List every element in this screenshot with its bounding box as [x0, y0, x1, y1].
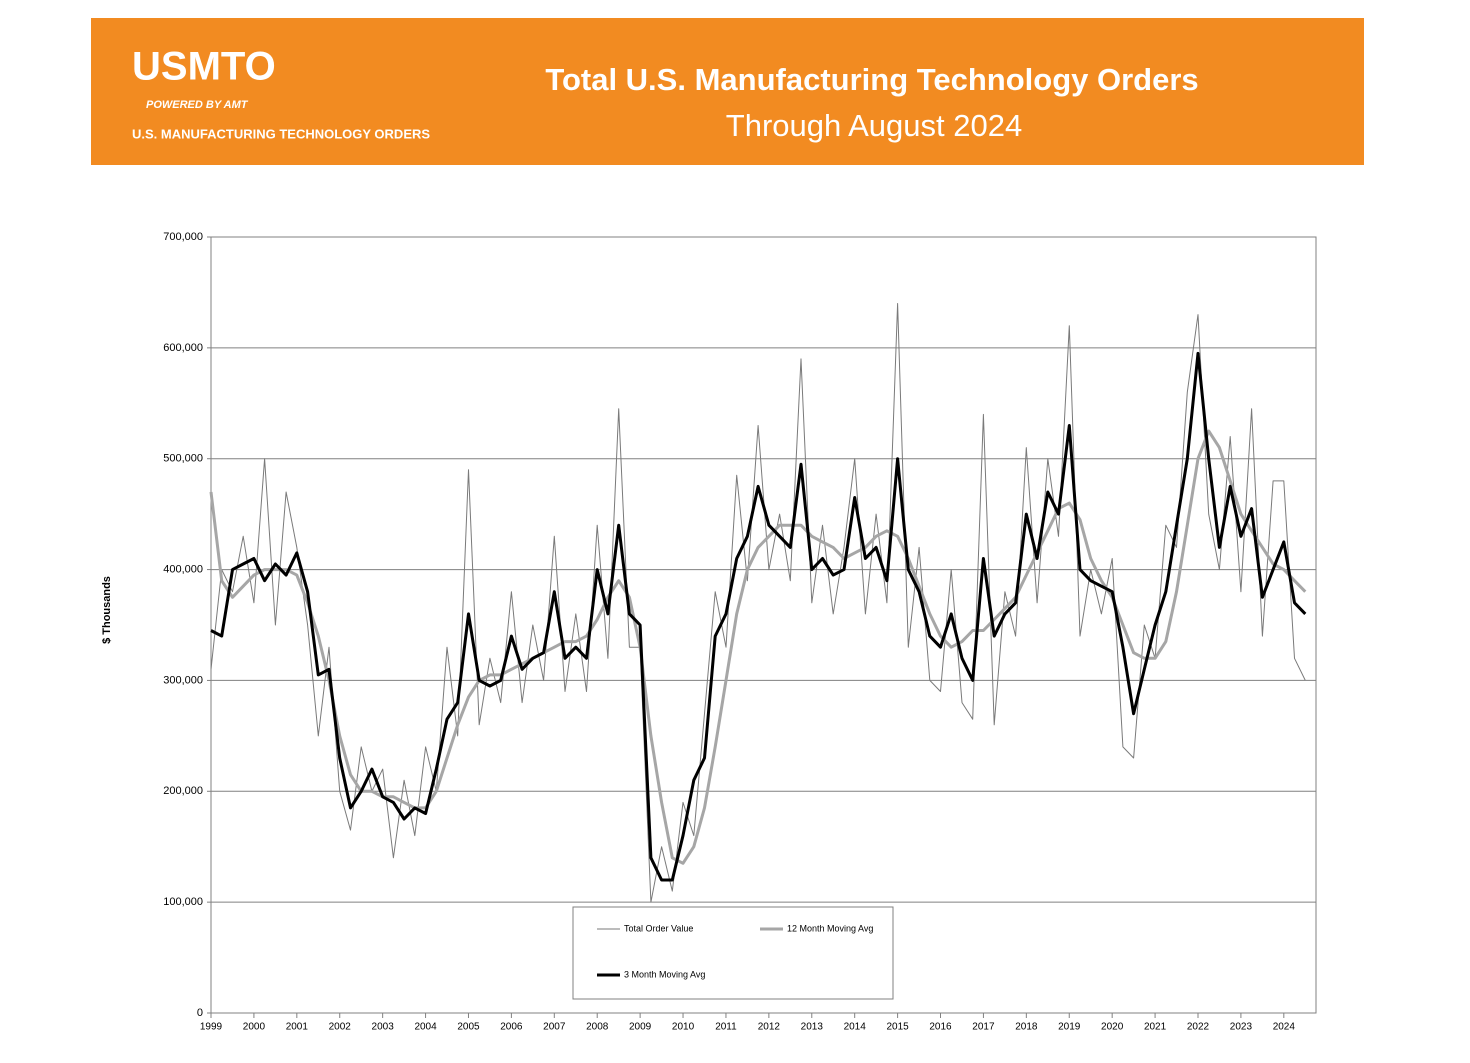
- x-tick-label: 2002: [329, 1022, 352, 1033]
- plot-frame: [210, 236, 1317, 1014]
- x-tick-label: 2013: [801, 1022, 824, 1033]
- x-tick-label: 2015: [886, 1022, 909, 1033]
- series-line: [210, 303, 1306, 903]
- x-tick-label: 2005: [457, 1022, 480, 1033]
- title: Total U.S. Manufacturing Technology Orde…: [545, 62, 1198, 97]
- x-tick-label: 2009: [629, 1022, 652, 1033]
- legend-label: 3 Month Moving Avg: [624, 969, 705, 979]
- x-tick-label: 2008: [586, 1022, 609, 1033]
- powered-by: POWERED BY AMT: [146, 99, 249, 111]
- y-tick-label: 0: [197, 1007, 203, 1019]
- x-tick-label: 2024: [1273, 1022, 1296, 1033]
- x-tick-label: 2011: [715, 1022, 737, 1033]
- tagline: U.S. MANUFACTURING TECHNOLOGY ORDERS: [132, 126, 430, 141]
- legend-label: 12 Month Moving Avg: [787, 923, 873, 933]
- y-tick-label: 200,000: [163, 785, 203, 797]
- x-tick-label: 2012: [758, 1022, 781, 1033]
- y-tick-label: 300,000: [163, 674, 203, 686]
- legend-box: [572, 906, 894, 1000]
- x-tick-label: 2017: [972, 1022, 995, 1033]
- x-tick-label: 2001: [286, 1022, 309, 1033]
- x-tick-label: 2007: [543, 1022, 566, 1033]
- x-tick-label: 2016: [929, 1022, 952, 1033]
- series-line: [210, 351, 1307, 882]
- y-tick-label: 100,000: [163, 896, 203, 908]
- x-tick-label: 2006: [500, 1022, 523, 1033]
- x-tick-label: 2014: [844, 1022, 867, 1033]
- x-tick-label: 2022: [1187, 1022, 1210, 1033]
- x-tick-label: 2010: [672, 1022, 695, 1033]
- series-line: [209, 429, 1307, 865]
- y-tick-label: 400,000: [163, 563, 203, 575]
- x-tick-label: 2018: [1015, 1022, 1038, 1033]
- x-tick-label: 2020: [1101, 1022, 1124, 1033]
- x-tick-label: 2004: [414, 1022, 437, 1033]
- subtitle: Through August 2024: [726, 108, 1022, 143]
- x-tick-label: 2023: [1230, 1022, 1253, 1033]
- x-tick-label: 1999: [200, 1022, 223, 1033]
- y-tick-label: 600,000: [163, 342, 203, 354]
- x-tick-label: 2019: [1058, 1022, 1081, 1033]
- y-axis-label: $ Thousands: [101, 576, 113, 644]
- legend-label: Total Order Value: [624, 923, 693, 933]
- header-banner: [91, 18, 1364, 165]
- x-tick-label: 2000: [243, 1022, 266, 1033]
- y-tick-label: 500,000: [163, 453, 203, 465]
- y-tick-label: 700,000: [163, 231, 203, 243]
- x-tick-label: 2003: [372, 1022, 395, 1033]
- x-tick-label: 2021: [1144, 1022, 1167, 1033]
- logo: USMTO: [132, 45, 276, 89]
